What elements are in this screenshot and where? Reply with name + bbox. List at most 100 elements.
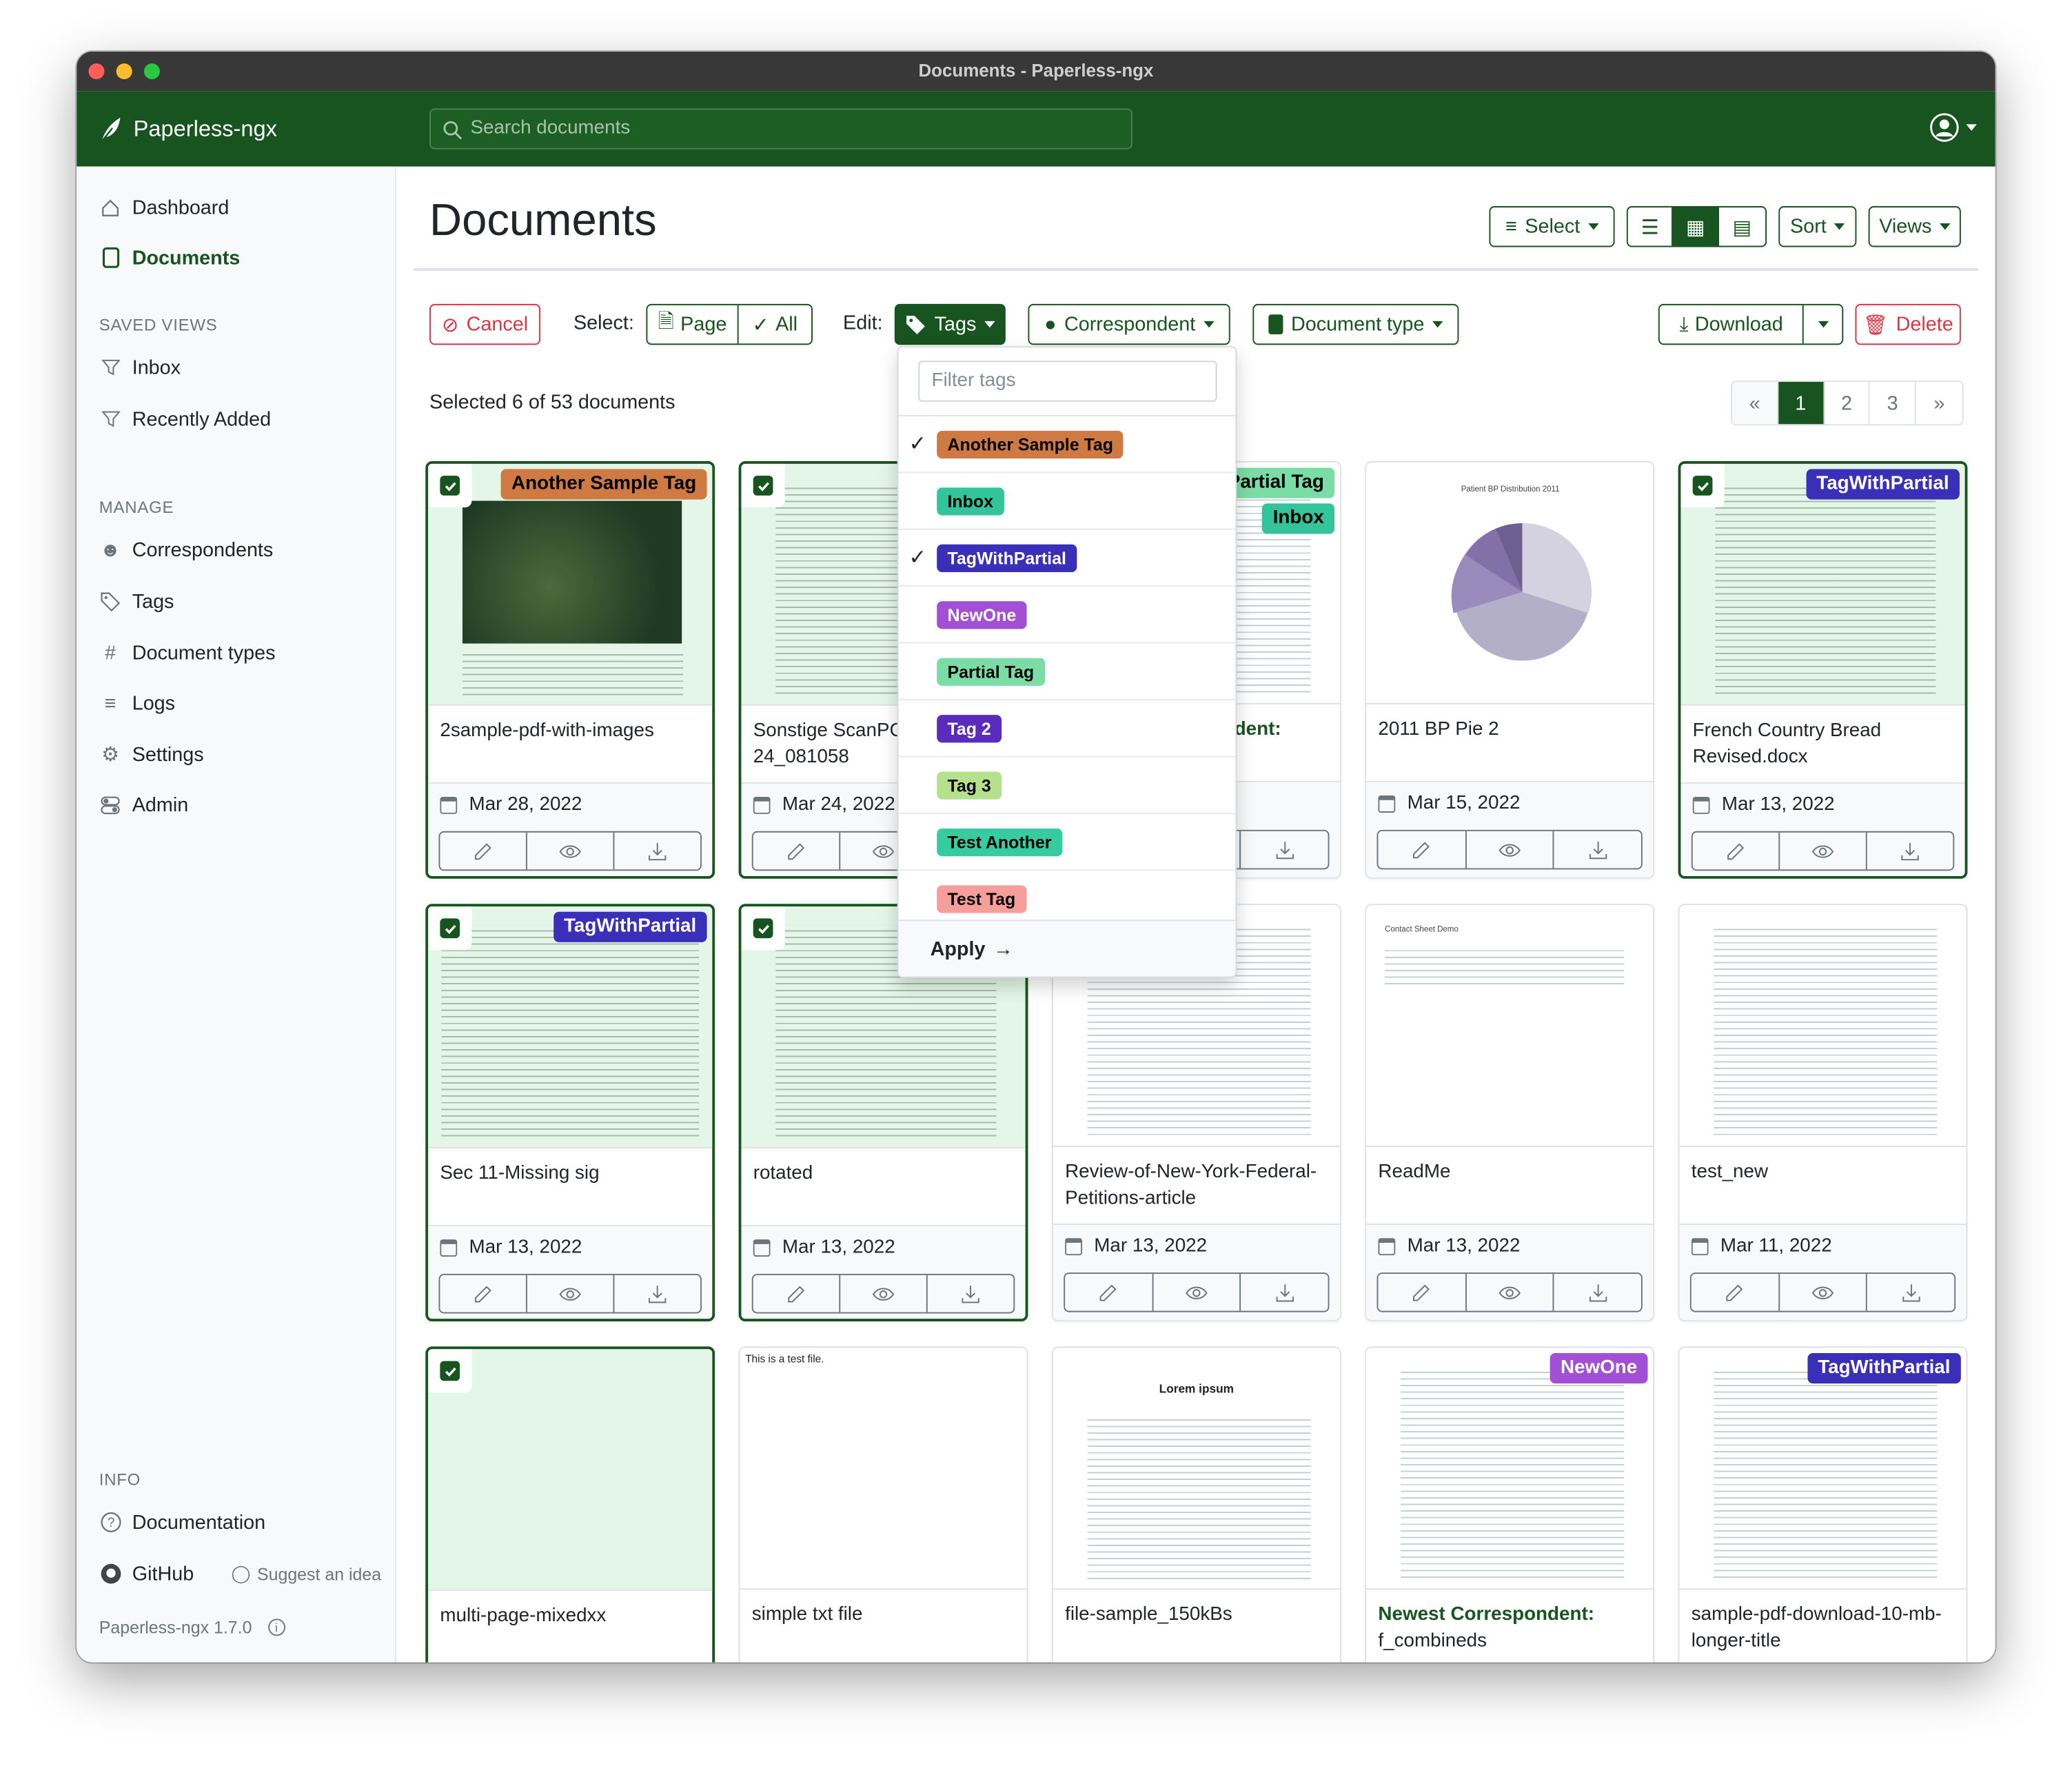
preview-button[interactable] [1466,1273,1555,1311]
sidebar-item-correspondents[interactable]: ☻ Correspondents [99,534,273,565]
document-card[interactable]: Another Sample Tag 2sample-pdf-with-image… [425,461,715,879]
document-thumbnail[interactable] [1680,463,1965,706]
preview-button[interactable] [527,1275,615,1312]
sort-dropdown-button[interactable]: Sort [1778,206,1857,247]
document-thumbnail[interactable] [428,463,713,706]
document-thumbnail[interactable]: Contact Sheet Demo [1366,905,1654,1147]
document-card[interactable]: TagWithPartial Sec 11-Missing sig Mar 13, … [425,904,715,1321]
filter-tags-input[interactable]: Filter tags [918,361,1217,402]
edit-button[interactable] [1378,1273,1467,1311]
tags-dropdown-button[interactable]: Tags [894,303,1006,345]
download-button[interactable] [1554,1274,1641,1311]
edit-button[interactable] [753,832,841,870]
select-checkbox[interactable] [1680,463,1725,508]
view-list-button[interactable]: ☰ [1628,207,1674,246]
select-checkbox[interactable] [428,1349,472,1393]
download-button[interactable] [928,1275,1014,1312]
correspondent-name[interactable]: Newest Correspondent: [1378,1604,1594,1625]
sidebar-item-documents[interactable]: Documents [99,242,240,274]
document-thumbnail[interactable] [1679,905,1967,1147]
download-button[interactable] [1554,831,1641,869]
tag-option[interactable]: Inbox [898,473,1236,530]
document-card[interactable]: Lorem ipsum file-sample_150kBs [1051,1346,1341,1663]
document-card[interactable]: TagWithPartial French Country Bread Revis… [1678,461,1968,879]
document-card[interactable]: Patient BP Distribution 2011 2011 BP Pie … [1365,461,1655,879]
select-checkbox[interactable] [741,906,785,951]
select-checkbox[interactable] [428,463,472,508]
sidebar-item-settings[interactable]: ⚙ Settings [99,739,203,771]
edit-button[interactable] [1065,1273,1153,1311]
edit-button[interactable] [440,1275,527,1312]
sidebar-item-documentation[interactable]: ? Documentation [99,1506,265,1538]
tag-option[interactable]: NewOne [898,587,1236,644]
preview-button[interactable] [527,832,615,870]
info-circle-icon[interactable]: i [267,1618,285,1636]
document-thumbnail[interactable]: Patient BP Distribution 2011 [1366,462,1654,704]
select-checkbox[interactable] [741,463,785,508]
view-small-cards-button[interactable]: ▦ [1673,207,1719,246]
edit-button[interactable] [1692,1273,1780,1311]
select-page-button[interactable]: 🗎 Page [647,305,739,344]
apply-button[interactable]: Apply → [898,920,1236,977]
document-card[interactable]: NewOne Newest Correspondent: f_combineds [1365,1346,1655,1663]
edit-button[interactable] [753,1275,841,1312]
document-card[interactable]: multi-page-mixedxx [425,1346,715,1663]
tag-option[interactable]: ✓ TagWithPartial [898,530,1236,587]
document-thumbnail[interactable] [428,1349,713,1592]
preview-button[interactable] [1153,1273,1241,1311]
download-button[interactable]: ⤓ Download [1660,305,1805,344]
document-card[interactable]: This is a test file. simple txt file [738,1346,1028,1663]
tag-option[interactable]: Tag 3 [898,757,1236,814]
user-menu-button[interactable] [1929,112,1977,143]
minimize-window-button[interactable] [116,63,132,80]
document-card[interactable]: test_new Mar 11, 2022 [1678,904,1968,1321]
sidebar-item-inbox[interactable]: Inbox [99,352,181,383]
sidebar-item-admin[interactable]: Admin [99,789,188,820]
views-dropdown-button[interactable]: Views [1868,206,1961,247]
download-options-toggle[interactable] [1805,305,1842,344]
document-thumbnail[interactable] [428,906,713,1148]
download-button[interactable] [1867,833,1953,870]
edit-button[interactable] [440,832,527,870]
edit-button[interactable] [1378,831,1467,869]
document-thumbnail[interactable]: This is a test file. [740,1348,1027,1590]
preview-button[interactable] [1466,831,1555,869]
document-thumbnail[interactable] [1679,1348,1967,1590]
tag-option[interactable]: Partial Tag [898,644,1236,701]
download-button[interactable] [1241,831,1328,869]
zoom-window-button[interactable] [143,63,160,80]
preview-button[interactable] [1780,1273,1868,1311]
document-type-dropdown-button[interactable]: Document type [1252,303,1459,345]
select-dropdown-button[interactable]: ≡ Select [1489,206,1615,247]
delete-button[interactable]: 🗑 Delete [1855,303,1961,345]
sidebar-item-document-types[interactable]: # Document types [99,637,275,669]
brand-link[interactable]: Paperless-ngx [99,91,277,166]
sidebar-item-tags[interactable]: Tags [99,585,174,617]
document-thumbnail[interactable]: Lorem ipsum [1053,1348,1340,1590]
tag-option[interactable]: ✓ Another Sample Tag [898,416,1236,474]
document-thumbnail[interactable] [1366,1348,1654,1590]
document-card[interactable]: Contact Sheet Demo ReadMe Mar 13, 2022 [1365,904,1655,1321]
close-window-button[interactable] [88,63,105,80]
document-card[interactable]: TagWithPartial sample-pdf-download-10-mb-… [1678,1346,1968,1663]
sidebar-item-recently-added[interactable]: Recently Added [99,403,271,435]
sidebar-item-dashboard[interactable]: Dashboard [99,192,229,223]
sidebar-item-github[interactable]: GitHub [99,1558,194,1590]
select-all-button[interactable]: ✓ All [738,305,811,344]
pagination-prev[interactable]: « [1732,382,1778,425]
sidebar-item-logs[interactable]: ≡ Logs [99,687,175,719]
tag-option[interactable]: Tag 2 [898,700,1236,758]
pagination-next[interactable]: » [1933,392,1945,414]
suggest-idea-link[interactable]: ◯ Suggest an idea [231,1558,381,1590]
download-button[interactable] [614,833,700,870]
pagination-page-1[interactable]: 1 [1778,382,1825,425]
edit-button[interactable] [1693,832,1780,870]
download-button[interactable] [614,1275,700,1312]
download-button[interactable] [1241,1274,1328,1311]
select-checkbox[interactable] [428,906,472,951]
preview-button[interactable] [1780,832,1867,870]
correspondent-dropdown-button[interactable]: ● Correspondent [1028,303,1230,345]
download-button[interactable] [1867,1274,1954,1311]
search-input[interactable]: Search documents [429,108,1133,150]
pagination-page-3[interactable]: 3 [1870,382,1917,425]
